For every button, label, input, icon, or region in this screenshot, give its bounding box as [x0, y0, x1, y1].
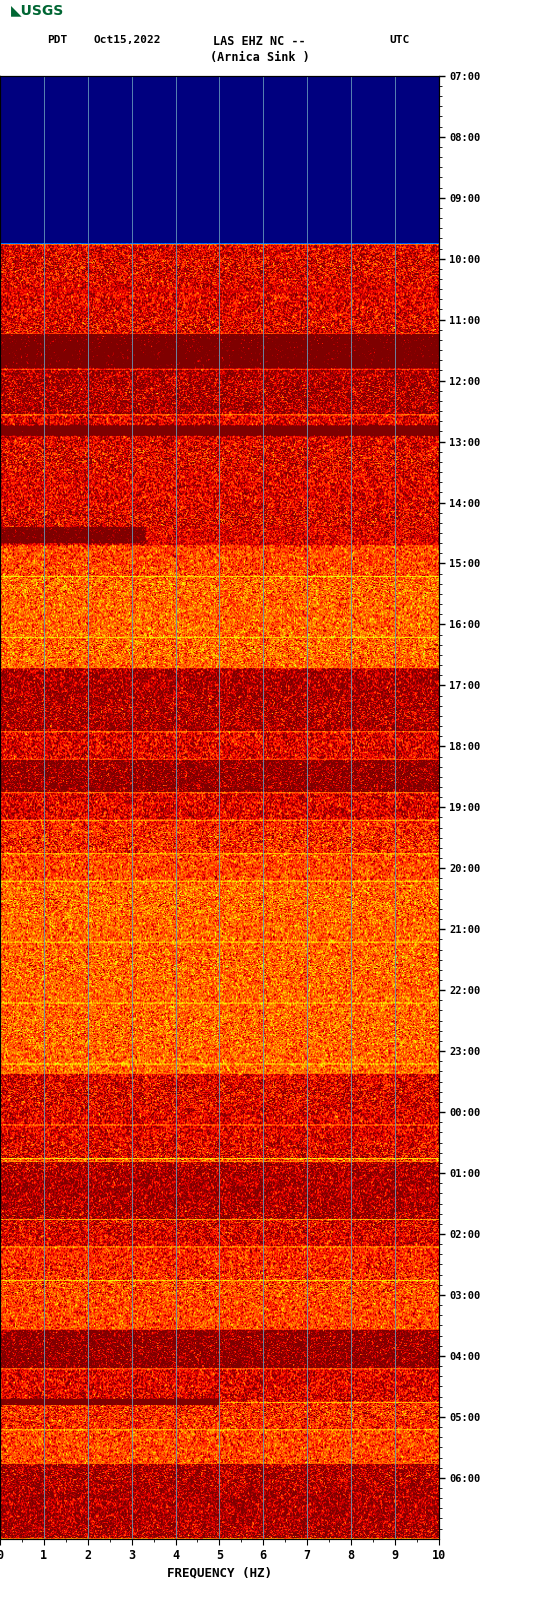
Text: PDT: PDT	[47, 35, 67, 45]
Text: UTC: UTC	[389, 35, 410, 45]
X-axis label: FREQUENCY (HZ): FREQUENCY (HZ)	[167, 1566, 272, 1579]
Text: LAS EHZ NC --: LAS EHZ NC --	[213, 35, 306, 48]
Text: (Arnica Sink ): (Arnica Sink )	[210, 50, 309, 65]
Text: Oct15,2022: Oct15,2022	[94, 35, 161, 45]
Text: ◣USGS: ◣USGS	[11, 3, 64, 18]
